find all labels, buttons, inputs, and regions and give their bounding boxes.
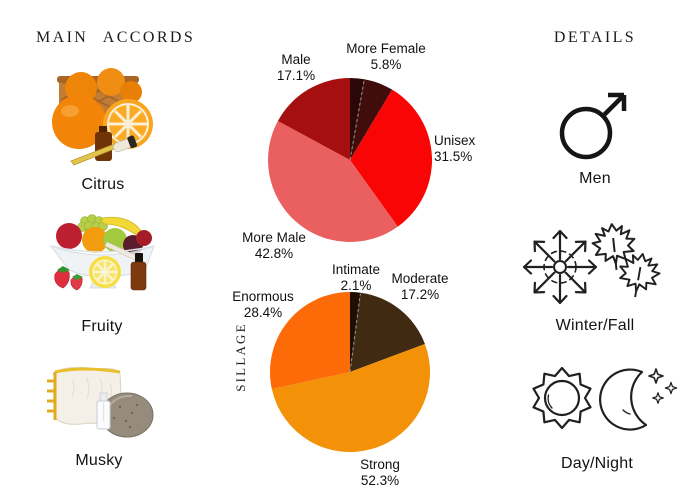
sillage-pie-chart xyxy=(270,292,430,452)
details-title: DETAILS xyxy=(553,29,637,46)
winter-fall-detail-image xyxy=(515,216,675,316)
accord-label-citrus: Citrus xyxy=(81,176,125,193)
sun-icon xyxy=(532,366,592,430)
musky-accord-image xyxy=(42,363,157,443)
detail-label-winter-fall: Winter/Fall xyxy=(555,317,635,334)
detail-label-men: Men xyxy=(579,170,611,187)
accord-label-musky: Musky xyxy=(75,452,123,469)
pie-label-more-male: More Male 42.8% xyxy=(242,230,306,261)
citrus-accord-image xyxy=(43,58,163,170)
moon-icon xyxy=(599,368,678,431)
pie-slice xyxy=(277,78,350,160)
pie-label-unisex: Unisex 31.5% xyxy=(434,133,476,164)
dashed-slice-divider xyxy=(349,293,361,373)
main-accords-title: MAIN ACCORDS xyxy=(36,29,196,46)
sparkle-stars-icon xyxy=(648,368,678,404)
pie-slice xyxy=(350,79,393,160)
pie-slice xyxy=(350,89,432,227)
pie-label-strong: Strong 52.3% xyxy=(360,457,400,488)
fruit-bowl-icon xyxy=(49,214,155,291)
pie-label-moderate: Moderate 17.2% xyxy=(391,271,449,302)
pie-slice xyxy=(268,120,398,242)
musk-fur-stone-icon xyxy=(47,366,154,438)
detail-label-day-night: Day/Night xyxy=(560,455,634,472)
citrus-oranges-icon xyxy=(52,68,153,166)
snowflake-maple-leaves-icon xyxy=(522,223,661,305)
men-detail-image xyxy=(553,90,631,165)
accord-label-fruity: Fruity xyxy=(81,318,123,335)
pie-label-enormous: Enormous 28.4% xyxy=(232,289,294,320)
dashed-slice-divider xyxy=(349,80,365,161)
pie-label-male: Male 17.1% xyxy=(276,52,316,83)
pie-label-intimate: Intimate 2.1% xyxy=(331,262,381,293)
pie-slice xyxy=(270,292,350,389)
male-symbol-icon xyxy=(559,92,627,160)
pie-slice xyxy=(271,343,430,452)
gender-pie-chart xyxy=(268,78,432,242)
fruity-accord-image xyxy=(45,212,160,300)
snowflake-icon xyxy=(522,229,598,305)
pie-slice xyxy=(350,292,425,372)
sillage-axis-label: SILLAGE xyxy=(233,322,248,392)
day-night-detail-image xyxy=(520,360,680,445)
sun-moon-icon xyxy=(532,366,678,431)
maple-leaf-icon xyxy=(591,223,661,298)
pie-label-more-female: More Female 5.8% xyxy=(346,41,426,72)
